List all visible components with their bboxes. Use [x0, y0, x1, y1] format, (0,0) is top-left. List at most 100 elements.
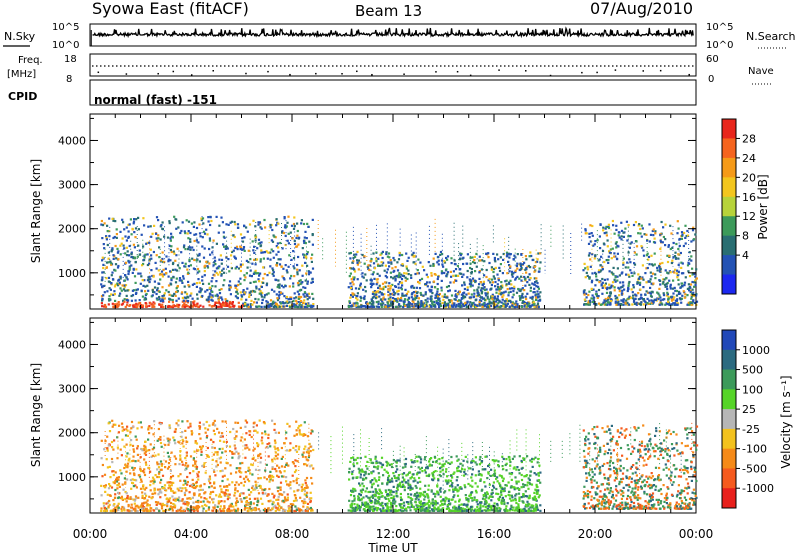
scatter-cell	[163, 486, 166, 490]
scatter-cell	[132, 243, 135, 246]
scatter-cell	[695, 268, 698, 271]
scatter-cell	[511, 287, 514, 290]
scatter-cell	[164, 466, 167, 469]
scatter-cell	[502, 302, 505, 305]
scatter-cell	[376, 296, 379, 299]
scatter-cell	[194, 460, 197, 463]
scatter-cell	[208, 292, 211, 295]
scatter-cell	[644, 300, 647, 303]
scatter-cell	[157, 269, 160, 272]
scatter-cell	[645, 233, 648, 236]
scatter-cell	[535, 298, 538, 301]
scatter-cell	[405, 267, 408, 270]
scatter-cell	[171, 299, 174, 302]
scatter-cell	[161, 487, 164, 490]
y-tick-label: 3000	[58, 179, 86, 192]
scatter-cell	[223, 500, 226, 503]
scatter-cell	[419, 303, 422, 306]
scatter-cell	[221, 447, 224, 450]
scatter-cell	[287, 232, 290, 235]
scatter-cell	[176, 509, 180, 512]
scatter-cell	[181, 438, 184, 441]
scatter-cell	[240, 298, 243, 301]
scatter-cell	[619, 286, 623, 289]
scatter-cell	[349, 305, 352, 308]
scatter-cell	[175, 422, 178, 425]
scatter-cell	[690, 293, 693, 297]
scatter-cell	[121, 218, 124, 221]
scatter-cell	[160, 445, 163, 448]
scatter-cell	[588, 252, 591, 255]
scatter-cell	[445, 302, 448, 305]
scatter-cell	[136, 453, 139, 456]
scatter-cell	[133, 218, 136, 221]
scatter-cell	[371, 282, 374, 285]
scatter-cell	[450, 299, 453, 302]
scatter-cell	[495, 298, 499, 301]
scatter-cell	[424, 291, 427, 294]
scatter-cell	[583, 262, 586, 265]
scatter-cell	[474, 270, 477, 273]
scatter-cell	[161, 275, 164, 278]
scatter-cell	[117, 484, 120, 487]
scatter-cell	[156, 488, 160, 491]
scatter-cell	[132, 268, 135, 271]
scatter-cell	[534, 269, 537, 272]
scatter-cell	[111, 217, 114, 220]
scatter-cell	[296, 271, 299, 274]
scatter-cell	[154, 492, 157, 495]
scatter-cell	[182, 277, 185, 280]
scatter-cell	[208, 475, 211, 478]
scatter-cell	[154, 501, 158, 504]
scatter-cell	[191, 431, 194, 435]
scatter-cell	[455, 303, 458, 306]
scatter-cell	[197, 478, 200, 481]
scatter-cell	[133, 499, 136, 502]
scatter-cell	[360, 304, 363, 307]
scatter-cell	[430, 290, 433, 293]
scatter-cell	[474, 280, 477, 283]
scatter-cell	[687, 283, 690, 286]
scatter-cell	[154, 454, 157, 457]
scatter-cell	[292, 303, 295, 306]
scatter-cell	[253, 301, 256, 304]
scatter-cell	[684, 293, 687, 296]
scatter-cell	[627, 288, 630, 291]
scatter-cell	[496, 286, 500, 289]
scatter-cell	[131, 444, 135, 447]
scatter-cell	[652, 234, 655, 237]
scatter-cell	[415, 296, 418, 299]
scatter-cell	[506, 253, 509, 256]
scatter-cell	[283, 216, 286, 219]
scatter-cell	[176, 264, 180, 267]
scatter-cell	[259, 258, 262, 261]
scatter-cell	[160, 224, 163, 227]
scatter-cell	[302, 433, 306, 436]
scatter-cell	[297, 243, 300, 246]
scatter-cell	[470, 271, 473, 274]
scatter-cell	[623, 288, 626, 291]
scatter-cell	[126, 497, 129, 500]
scatter-cell	[206, 434, 209, 438]
scatter-cell	[695, 300, 699, 303]
scatter-cell	[474, 299, 477, 302]
scatter-cell	[248, 469, 251, 472]
scatter-cell	[251, 486, 254, 489]
scatter-cell	[359, 286, 362, 289]
scatter-cell	[514, 303, 517, 306]
scatter-cell	[355, 253, 358, 256]
scatter-cell	[273, 235, 276, 238]
scatter-cell	[642, 303, 645, 306]
scatter-cell	[144, 285, 147, 288]
scatter-cell	[405, 252, 408, 255]
scatter-cell	[645, 290, 648, 293]
scatter-cell	[273, 494, 276, 497]
scatter-cell	[173, 430, 176, 433]
scatter-cell	[163, 509, 166, 512]
scatter-cell	[295, 507, 298, 510]
scatter-cell	[400, 278, 404, 281]
scatter-cell	[216, 505, 219, 508]
scatter-cell	[124, 252, 127, 255]
scatter-cell	[264, 433, 267, 436]
scatter-cell	[231, 456, 234, 459]
